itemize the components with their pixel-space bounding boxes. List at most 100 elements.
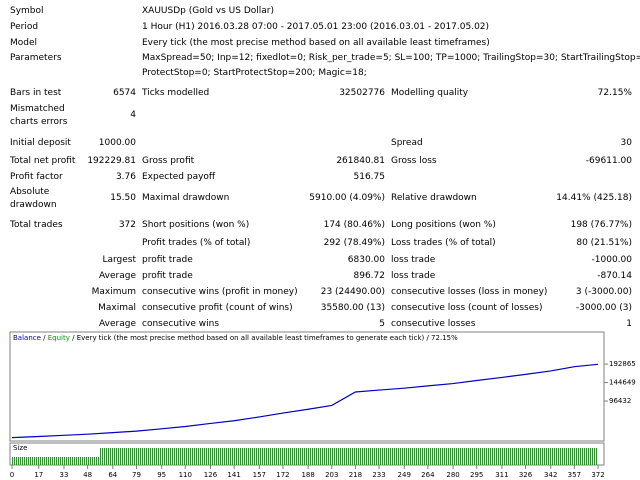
report-cell: Total net profit <box>10 156 76 166</box>
size-bars <box>12 457 100 465</box>
size-bars <box>100 448 597 465</box>
report-cell: consecutive loss (count of losses) <box>391 303 543 313</box>
report-cell: Average <box>99 319 136 329</box>
x-tick-label: 48 <box>83 471 92 479</box>
report-cell: 372 <box>118 220 136 230</box>
report-cell: Gross loss <box>391 156 437 166</box>
x-tick-label: 203 <box>325 471 338 479</box>
quality: 72.15% <box>431 334 458 342</box>
x-tick-label: 188 <box>301 471 314 479</box>
report-cell: 3.76 <box>115 172 136 182</box>
report-cell: Spread <box>391 138 423 148</box>
y-tick-label: 96432 <box>609 397 631 405</box>
report-cell: 516.75 <box>353 172 386 182</box>
report-cell: 15.50 <box>110 193 136 203</box>
report-cell: Maximal drawdown <box>142 193 230 203</box>
report-cell: loss trade <box>391 271 436 281</box>
separator: / <box>70 334 77 342</box>
report-cell: -870.14 <box>597 271 632 281</box>
report-cell: Modelling quality <box>391 88 469 98</box>
report-cell: Period <box>10 22 39 32</box>
chart-panel <box>9 331 605 442</box>
report-cell: loss trade <box>391 255 436 265</box>
x-tick-label: 157 <box>253 471 266 479</box>
report-cell: 5910.00 (4.09%) <box>309 193 385 203</box>
x-tick-label: 0 <box>10 471 14 479</box>
x-tick-label: 357 <box>568 471 581 479</box>
report-cell: 292 (78.49%) <box>323 238 385 248</box>
legend-entry: Equity <box>48 334 70 342</box>
legend-entry: Balance <box>13 334 41 342</box>
separator: / <box>424 334 431 342</box>
report-cell: Loss trades (% of total) <box>391 238 496 248</box>
report-cell: 80 (21.51%) <box>576 238 632 248</box>
x-tick-label: 342 <box>544 471 557 479</box>
report-cell: XAUUSDp (Gold vs US Dollar) <box>142 6 274 16</box>
report-cell: 174 (80.46%) <box>323 220 385 230</box>
report-cell: 72.15% <box>597 88 632 98</box>
report-cell: Gross profit <box>142 156 195 166</box>
report-cell: 1000.00 <box>98 138 136 148</box>
report-cell: Expected payoff <box>142 172 216 182</box>
report-cell: Model <box>10 38 38 48</box>
report-cell: 5 <box>379 319 385 329</box>
report-cell: ProtectStop=0; StartProtectStop=200; Mag… <box>142 68 367 78</box>
x-tick-label: 280 <box>446 471 459 479</box>
report-cell: 6574 <box>113 88 136 98</box>
report-cell: Mismatched charts errors <box>10 104 68 127</box>
report-cell: 1 <box>626 319 632 329</box>
x-tick-label: 264 <box>421 471 435 479</box>
report-cell: 23 (24490.00) <box>320 287 385 297</box>
report-cell: Long positions (won %) <box>391 220 496 230</box>
x-tick-label: 249 <box>398 471 411 479</box>
report-cell: Maximum <box>91 287 136 297</box>
report-cell: 6830.00 <box>347 255 385 265</box>
report-cell: Symbol <box>10 6 44 16</box>
size-label: Size <box>13 444 27 452</box>
report-cell: Largest <box>102 255 136 265</box>
report-cell: 14.41% (425.18) <box>556 193 632 203</box>
report-cell: profit trade <box>142 255 193 265</box>
legend: Balance / Equity / Every tick (the most … <box>13 334 458 342</box>
report-cell: 3 (-3000.00) <box>575 287 632 297</box>
chart: Balance / Equity / Every tick (the most … <box>9 331 636 479</box>
x-tick-label: 233 <box>372 471 385 479</box>
report-cell: 896.72 <box>353 271 386 281</box>
report-cell: -3000.00 (3) <box>575 303 632 313</box>
report-cell: MaxSpread=50; Inp=12; fixedlot=0; Risk_p… <box>142 53 640 63</box>
x-tick-label: 95 <box>157 471 166 479</box>
x-tick-label: 126 <box>204 471 218 479</box>
report-cell: consecutive losses <box>391 319 476 329</box>
report-cell: Total trades <box>10 220 63 230</box>
report-cell: Ticks modelled <box>142 88 210 98</box>
y-tick-label: 144649 <box>609 379 636 387</box>
report-cell: Parameters <box>10 53 62 63</box>
x-tick-label: 110 <box>179 471 192 479</box>
x-tick-label: 33 <box>60 471 69 479</box>
x-tick-label: 79 <box>132 471 141 479</box>
report-cell: -1000.00 <box>591 255 632 265</box>
report-cell: 35580.00 (13) <box>320 303 385 313</box>
report-cell: Relative drawdown <box>391 193 477 203</box>
report-cell: 4 <box>130 110 136 120</box>
report-cell: profit trade <box>142 271 193 281</box>
report-cell: consecutive wins (profit in money) <box>142 287 298 297</box>
report-cell: Profit trades (% of total) <box>142 238 251 248</box>
report-cell: Absolute drawdown <box>10 187 57 210</box>
x-tick-label: 17 <box>34 471 43 479</box>
report-cell: 261840.81 <box>336 156 385 166</box>
x-tick-label: 141 <box>227 471 240 479</box>
x-tick-label: 326 <box>519 471 533 479</box>
report-cell: -69611.00 <box>585 156 632 166</box>
x-tick-label: 218 <box>349 471 362 479</box>
report-cell: 198 (76.77%) <box>570 220 632 230</box>
report-cell: consecutive wins <box>142 319 220 329</box>
x-tick-label: 172 <box>276 471 289 479</box>
report-cell: Bars in test <box>10 88 62 98</box>
subtitle: Every tick (the most precise method base… <box>77 334 425 342</box>
x-tick-label: 295 <box>470 471 483 479</box>
x-tick-label: 64 <box>108 471 117 479</box>
x-tick-label: 311 <box>495 471 508 479</box>
report-cell: Every tick (the most precise method base… <box>142 38 490 48</box>
